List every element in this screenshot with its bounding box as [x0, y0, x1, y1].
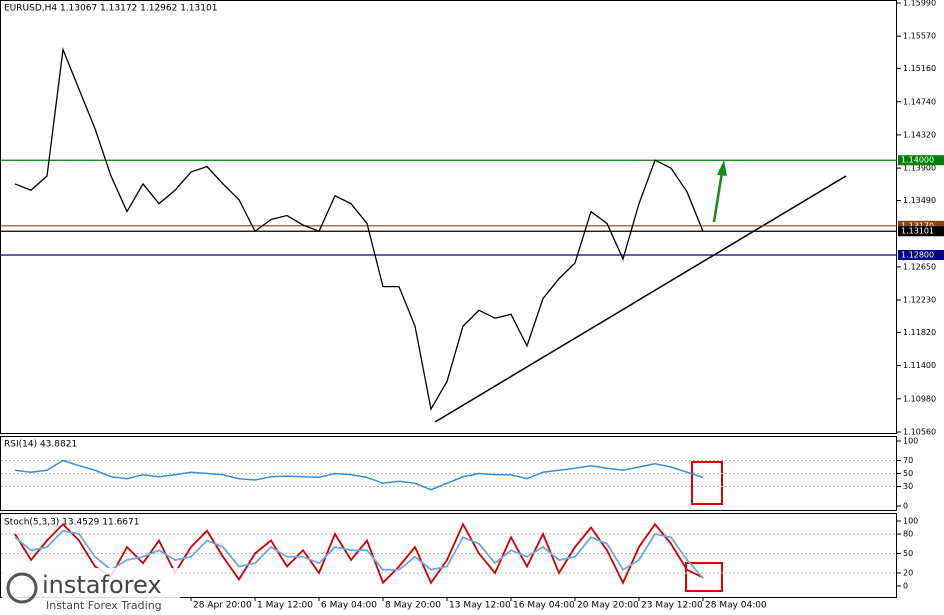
series-line [14, 459, 704, 491]
y-tick-label: 1.12650 [903, 262, 936, 271]
y-tick-label: 100 [903, 517, 918, 526]
watermark-brand: instaforex [42, 571, 162, 599]
watermark-tagline: Instant Forex Trading [46, 599, 162, 612]
price-tag [898, 155, 944, 166]
price-tag [898, 226, 944, 237]
y-tick-label: 1.15990 [903, 0, 936, 8]
price-frame [0, 0, 897, 434]
y-tick-label: 30 [903, 482, 913, 491]
highlight-box [691, 461, 723, 505]
y-tick-label: 50 [903, 469, 913, 478]
y-tick-label: 1.11820 [903, 328, 936, 337]
y-tick-label: 70 [903, 456, 913, 465]
y-tick-label: 0 [903, 582, 908, 591]
x-tick-label: 1 May 12:00 [257, 601, 313, 611]
stoch-title: Stoch(5,3,3) 13.4529 11.6671 [4, 518, 139, 528]
arrow-shaft [712, 171, 724, 223]
x-tick-label: 23 May 12:00 [641, 601, 703, 611]
price-tag [898, 220, 944, 231]
trend-line [434, 175, 847, 423]
y-tick-label: 1.15570 [903, 32, 936, 41]
watermark-bg [2, 568, 180, 612]
frames [0, 0, 897, 598]
x-tick-label: 16 May 04:00 [513, 601, 575, 611]
price-tag-label: 1.12800 [901, 251, 934, 260]
price-title: EURUSD,H4 1.13067 1.13172 1.12962 1.1310… [4, 4, 217, 14]
x-tick-label: 28 Apr 20:00 [193, 601, 252, 611]
watermark-logo [6, 572, 38, 604]
y-tick-label: 100 [903, 437, 918, 446]
y-tick-label: 1.13490 [903, 196, 936, 205]
y-tick-label: 1.11400 [903, 361, 936, 370]
y-tick-label: 20 [903, 569, 913, 578]
x-tick-label: 8 May 20:00 [385, 601, 441, 611]
y-tick-label: 80 [903, 530, 913, 539]
stoch-frame [0, 513, 897, 598]
y-tick-label: 1.10980 [903, 394, 936, 403]
x-tick-label: 6 May 04:00 [321, 601, 377, 611]
y-tick-label: 1.15160 [903, 64, 936, 73]
arrow-head [717, 160, 727, 176]
price-tag-label: 1.14000 [901, 156, 934, 165]
series-line [14, 47, 704, 411]
y-tick-label: 1.13900 [903, 164, 936, 173]
rsi-frame [0, 436, 897, 511]
x-tick-label: 20 May 20:00 [577, 601, 639, 611]
y-tick-label: 0 [903, 502, 908, 511]
price-tag-label: 1.13101 [901, 227, 934, 236]
price-tag [898, 250, 944, 261]
x-tick-label: 28 May 04:00 [705, 601, 767, 611]
y-tick-label: 1.10560 [903, 428, 936, 437]
y-tick-label: 1.14320 [903, 130, 936, 139]
series-line [14, 529, 704, 579]
y-tick-label: 1.12230 [903, 296, 936, 305]
price-tag-label: 1.13170 [901, 221, 934, 230]
x-tick-label: 13 May 12:00 [449, 601, 511, 611]
y-tick-label: 1.14740 [903, 97, 936, 106]
y-tick-label: 50 [903, 549, 913, 558]
rsi-title: RSI(14) 43.8821 [4, 440, 77, 450]
highlight-box [685, 562, 723, 592]
